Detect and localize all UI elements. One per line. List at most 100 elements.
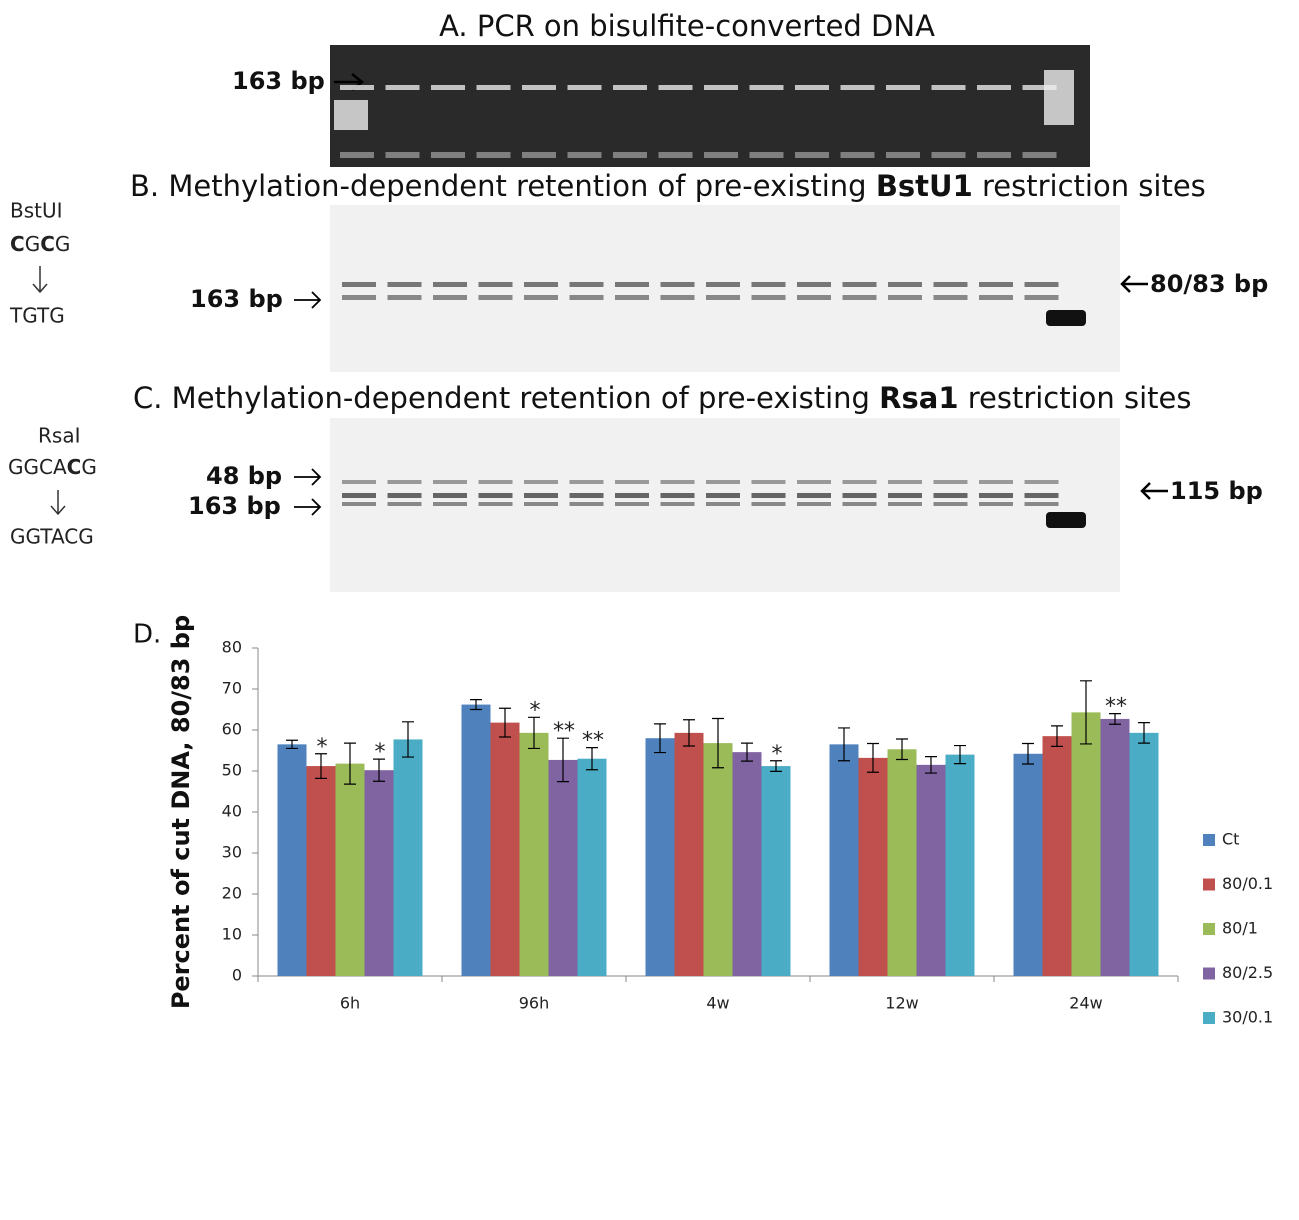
band [433, 493, 467, 498]
band [342, 295, 376, 300]
title-part: restriction sites [959, 381, 1192, 415]
band [568, 85, 602, 90]
ladder [1044, 70, 1074, 125]
panel-label: D. [133, 620, 161, 650]
band [568, 152, 602, 158]
band [888, 282, 922, 287]
title-part: restriction sites [973, 169, 1206, 203]
significance: ** [553, 719, 575, 744]
band [479, 493, 513, 498]
bar [307, 766, 336, 976]
arrow [1142, 483, 1168, 499]
band [888, 295, 922, 300]
band [706, 502, 740, 506]
band [706, 295, 740, 300]
significance: * [317, 735, 328, 760]
significance: ** [582, 729, 604, 754]
band [979, 295, 1013, 300]
band [704, 152, 738, 158]
band [979, 493, 1013, 498]
bar [520, 733, 549, 976]
title-part: BstU1 [876, 169, 973, 203]
x-tick-label: 12w [885, 994, 918, 1013]
panel-b-title: B. Methylation-dependent retention of pr… [130, 169, 1206, 203]
band-label: 163 bp [190, 285, 283, 313]
arrow [294, 469, 320, 515]
band [843, 282, 877, 287]
y-tick-label: 0 [232, 966, 242, 985]
band [570, 295, 604, 300]
band [752, 493, 786, 498]
bar [1130, 733, 1159, 976]
band [843, 480, 877, 484]
band [431, 85, 465, 90]
bar [491, 723, 520, 976]
band [659, 152, 693, 158]
band [888, 480, 922, 484]
bar [830, 744, 859, 976]
band [342, 282, 376, 287]
arrow [294, 292, 320, 308]
legend-label: 30/0.1 [1222, 1008, 1273, 1027]
y-tick-label: 50 [222, 761, 242, 780]
significance: * [375, 740, 386, 765]
band [1025, 493, 1059, 498]
band [706, 282, 740, 287]
figure: A. PCR on bisulfite-converted DNA 163 bp… [0, 0, 1299, 1216]
bar [394, 739, 423, 976]
gel-b [330, 205, 1120, 372]
band-label: 80/83 bp [1150, 270, 1268, 298]
y-tick-label: 60 [222, 720, 242, 739]
title-part: B. Methylation-dependent retention of pr… [130, 169, 876, 203]
band [932, 85, 966, 90]
band [477, 152, 511, 158]
band [797, 282, 831, 287]
band [752, 282, 786, 287]
ladder [334, 100, 368, 130]
band [977, 85, 1011, 90]
band [522, 152, 556, 158]
band [479, 480, 513, 484]
legend-swatch [1203, 1012, 1215, 1024]
bar [888, 749, 917, 976]
bar [578, 759, 607, 976]
band [797, 502, 831, 506]
band [706, 493, 740, 498]
band [1025, 480, 1059, 484]
y-tick-label: 30 [222, 843, 242, 862]
band [1025, 282, 1059, 287]
site-part: G [25, 232, 41, 256]
band [659, 85, 693, 90]
band [795, 85, 829, 90]
band [888, 493, 922, 498]
band [388, 502, 422, 506]
bar [946, 755, 975, 976]
band [661, 295, 695, 300]
band-label: 115 bp [1170, 477, 1263, 505]
band [932, 152, 966, 158]
y-tick-label: 10 [222, 925, 242, 944]
arrow [1122, 276, 1148, 292]
bar [549, 760, 578, 976]
legend-swatch [1203, 968, 1215, 980]
band [615, 282, 649, 287]
legend-label: 80/1 [1222, 919, 1258, 938]
band [1025, 295, 1059, 300]
band [524, 295, 558, 300]
band [615, 295, 649, 300]
arrow [51, 490, 65, 514]
band [433, 502, 467, 506]
bar [365, 770, 394, 976]
band-label: 163 bp [232, 67, 325, 95]
y-tick-label: 80 [222, 638, 242, 657]
x-tick-label: 96h [519, 994, 550, 1013]
band [750, 85, 784, 90]
bar [1043, 736, 1072, 976]
legend-label: 80/0.1 [1222, 874, 1273, 893]
band [752, 502, 786, 506]
band [704, 85, 738, 90]
legend-label: Ct [1222, 830, 1239, 849]
site-part: C [67, 455, 82, 479]
band [615, 502, 649, 506]
site-part: C [10, 232, 25, 256]
